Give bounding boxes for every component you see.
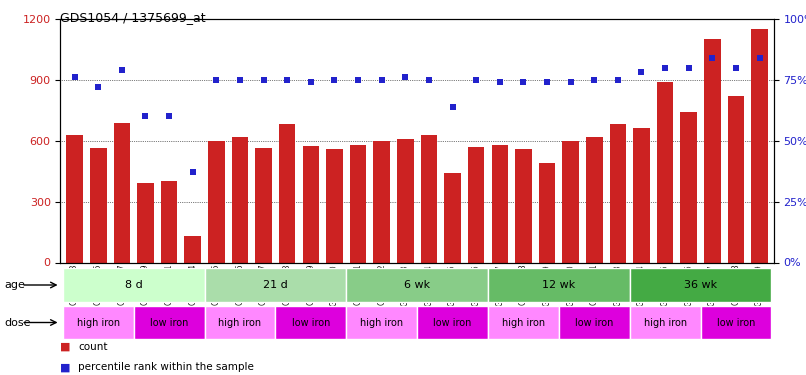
Bar bbox=[421, 135, 437, 262]
Point bbox=[257, 77, 270, 83]
Bar bbox=[444, 173, 461, 262]
Text: 8 d: 8 d bbox=[125, 280, 143, 290]
Text: GDS1054 / 1375699_at: GDS1054 / 1375699_at bbox=[60, 11, 206, 24]
Bar bbox=[629, 268, 771, 302]
Bar bbox=[629, 306, 700, 339]
Point bbox=[541, 79, 554, 85]
Text: high iron: high iron bbox=[643, 318, 687, 327]
Bar bbox=[609, 124, 626, 262]
Bar bbox=[134, 306, 205, 339]
Bar bbox=[63, 268, 205, 302]
Bar bbox=[302, 146, 319, 262]
Bar bbox=[492, 145, 508, 262]
Bar bbox=[208, 141, 225, 262]
Bar bbox=[751, 29, 768, 262]
Bar bbox=[704, 39, 721, 262]
Point bbox=[564, 79, 577, 85]
Point bbox=[234, 77, 247, 83]
Text: 6 wk: 6 wk bbox=[404, 280, 430, 290]
Bar bbox=[347, 268, 488, 302]
Bar bbox=[347, 306, 417, 339]
Bar bbox=[488, 268, 629, 302]
Bar bbox=[417, 306, 488, 339]
Bar bbox=[563, 141, 579, 262]
Bar bbox=[728, 96, 744, 262]
Point bbox=[683, 64, 696, 70]
Bar bbox=[205, 268, 347, 302]
Bar bbox=[185, 236, 201, 262]
Point bbox=[280, 77, 293, 83]
Text: age: age bbox=[4, 280, 25, 290]
Point bbox=[376, 77, 388, 83]
Point bbox=[706, 55, 719, 61]
Point bbox=[210, 77, 222, 83]
Text: low iron: low iron bbox=[717, 318, 755, 327]
Bar bbox=[326, 149, 343, 262]
Point bbox=[588, 77, 600, 83]
Point bbox=[612, 77, 625, 83]
Text: low iron: low iron bbox=[150, 318, 189, 327]
Bar bbox=[634, 128, 650, 262]
Bar bbox=[231, 136, 248, 262]
Bar bbox=[90, 148, 106, 262]
Bar bbox=[680, 112, 697, 262]
Point bbox=[163, 113, 176, 119]
Text: dose: dose bbox=[4, 318, 31, 327]
Bar bbox=[256, 148, 272, 262]
Bar bbox=[586, 136, 603, 262]
Bar bbox=[397, 139, 413, 262]
Text: low iron: low iron bbox=[575, 318, 613, 327]
Text: 36 wk: 36 wk bbox=[684, 280, 717, 290]
Bar bbox=[700, 306, 771, 339]
Text: 12 wk: 12 wk bbox=[542, 280, 575, 290]
Text: ■: ■ bbox=[60, 342, 71, 352]
Point bbox=[446, 104, 459, 110]
Text: low iron: low iron bbox=[292, 318, 330, 327]
Point bbox=[422, 77, 435, 83]
Bar bbox=[114, 123, 130, 262]
Text: low iron: low iron bbox=[434, 318, 472, 327]
Bar bbox=[279, 124, 296, 262]
Text: high iron: high iron bbox=[77, 318, 120, 327]
Point bbox=[328, 77, 341, 83]
Bar bbox=[137, 183, 154, 262]
Bar bbox=[488, 306, 559, 339]
Text: high iron: high iron bbox=[218, 318, 261, 327]
Point bbox=[351, 77, 364, 83]
Text: high iron: high iron bbox=[502, 318, 545, 327]
Point bbox=[470, 77, 483, 83]
Point bbox=[729, 64, 742, 70]
Bar bbox=[276, 306, 347, 339]
Point bbox=[186, 170, 199, 176]
Bar bbox=[468, 147, 484, 262]
Point bbox=[635, 69, 648, 75]
Point bbox=[399, 74, 412, 80]
Bar bbox=[63, 306, 134, 339]
Bar bbox=[559, 306, 629, 339]
Bar bbox=[161, 181, 177, 262]
Point bbox=[139, 113, 152, 119]
Point bbox=[92, 84, 105, 90]
Text: 21 d: 21 d bbox=[263, 280, 288, 290]
Bar bbox=[373, 141, 390, 262]
Bar bbox=[515, 149, 532, 262]
Text: ■: ■ bbox=[60, 363, 71, 372]
Bar bbox=[538, 163, 555, 262]
Bar bbox=[657, 82, 673, 262]
Point bbox=[115, 67, 128, 73]
Bar bbox=[66, 135, 83, 262]
Text: count: count bbox=[78, 342, 108, 352]
Point bbox=[753, 55, 766, 61]
Point bbox=[69, 74, 81, 80]
Point bbox=[305, 79, 318, 85]
Text: percentile rank within the sample: percentile rank within the sample bbox=[78, 363, 254, 372]
Text: high iron: high iron bbox=[360, 318, 403, 327]
Bar bbox=[350, 145, 366, 262]
Point bbox=[659, 64, 671, 70]
Point bbox=[517, 79, 530, 85]
Bar bbox=[205, 306, 276, 339]
Point bbox=[493, 79, 506, 85]
